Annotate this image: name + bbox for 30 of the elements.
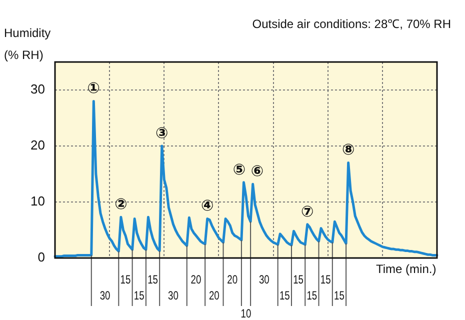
y-tick-label: 10: [30, 194, 45, 209]
text: 15: [148, 273, 158, 287]
text: 15: [120, 273, 131, 287]
y-tick-label: 30: [30, 82, 45, 97]
text: 15: [306, 289, 318, 303]
text: 30: [100, 289, 110, 303]
text: 15: [279, 289, 290, 303]
data-label: ⑦: [301, 202, 314, 220]
text: 15: [334, 289, 344, 303]
data-label: ②: [114, 195, 128, 214]
x-axis-title: Time (min.): [376, 262, 436, 276]
y-tick-label: 20: [30, 138, 45, 153]
data-label: ①: [87, 79, 100, 98]
text: 20: [227, 273, 238, 287]
text: 30: [168, 289, 178, 303]
text: 15: [320, 273, 331, 287]
chart-subtitle: Outside air conditions: 28℃, 70% RH: [252, 16, 451, 32]
text: 15: [293, 273, 304, 287]
text: 10: [240, 307, 252, 320]
y-axis-title: Humidity (% RH): [4, 25, 52, 64]
data-label: ④: [200, 196, 214, 215]
data-label: ⑧: [342, 140, 355, 159]
y-tick-label: 0: [38, 250, 45, 265]
text: 20: [208, 289, 220, 303]
text: 15: [134, 289, 144, 303]
text: 20: [190, 273, 202, 287]
data-label: ⑥: [250, 162, 264, 180]
data-label: ⑤: [232, 160, 246, 178]
data-label: ③: [156, 124, 168, 142]
text: 30: [258, 273, 270, 287]
